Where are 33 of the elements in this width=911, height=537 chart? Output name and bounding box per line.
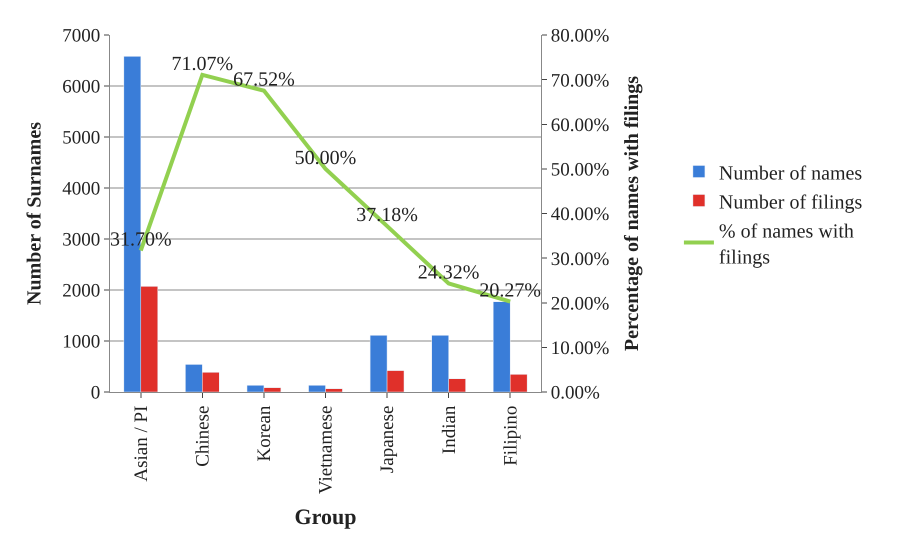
x-axis-title: Group xyxy=(294,504,356,530)
legend-label: % of names with filings xyxy=(718,220,854,268)
y-tick-label: 5000 xyxy=(62,128,100,149)
y-tick-label: 3000 xyxy=(62,230,100,251)
x-tick-label: Korean xyxy=(254,405,276,462)
legend-label: Number of names xyxy=(718,162,862,184)
y2-tick-label: 40.00% xyxy=(550,204,610,226)
data-label: 20.27% xyxy=(479,280,542,302)
x-tick-label: Asian / PI xyxy=(130,406,152,482)
y2-tick-label: 70.00% xyxy=(550,70,610,92)
x-tick-label: Japanese xyxy=(377,406,398,474)
y2-tick-label: 60.00% xyxy=(550,114,610,136)
y-tick-label: 6000 xyxy=(62,76,100,98)
x-tick-label: Indian xyxy=(438,405,460,454)
x-tick-label: Chinese xyxy=(192,406,214,467)
y2-tick-label: 0.00% xyxy=(550,382,600,404)
x-tick-label: Vietnamese xyxy=(316,406,337,494)
y-axis-title: Number of Surnames xyxy=(24,122,46,305)
y-tick-label: 0 xyxy=(90,382,100,404)
y-tick-label: 2000 xyxy=(62,280,100,302)
y2-tick-label: 30.00% xyxy=(550,248,610,270)
data-label: 67.52% xyxy=(233,68,295,91)
y-tick-label: 4000 xyxy=(62,178,100,200)
y2-tick-label: 80.00% xyxy=(550,26,610,47)
x-tick-label: Filipino xyxy=(500,406,522,466)
y2-axis-title: Percentage of names with filings xyxy=(621,76,644,352)
y-tick-label: 1000 xyxy=(62,332,100,353)
y2-tick-label: 10.00% xyxy=(550,338,610,360)
legend-label: Number of filings xyxy=(718,191,862,214)
y2-tick-label: 50.00% xyxy=(550,160,610,181)
y2-tick-label: 20.00% xyxy=(550,293,610,314)
data-label: 71.07% xyxy=(172,52,234,75)
y-tick-label: 7000 xyxy=(62,26,100,47)
